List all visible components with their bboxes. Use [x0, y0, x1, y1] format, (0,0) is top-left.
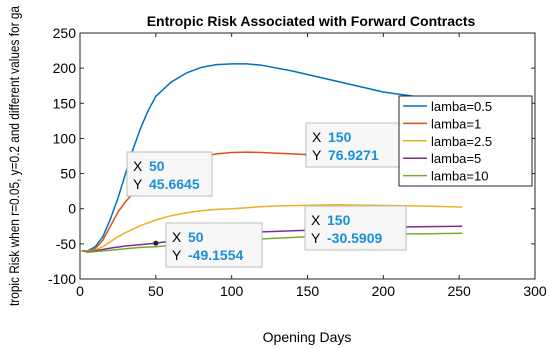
y-axis-label: tropic Risk when r=0.05, y=0.2 and diffe…	[6, 6, 22, 306]
x-tick-label: 100	[220, 283, 244, 299]
data-tip-x-value: 50	[188, 229, 204, 245]
data-tip-y-label: Y	[172, 247, 182, 263]
data-tip-y-value: -30.5909	[327, 230, 382, 246]
legend-entry: lamba=2.5	[431, 134, 492, 149]
data-tip-x-label: X	[312, 129, 322, 145]
legend-entry: lamba=10	[431, 169, 488, 184]
data-tip-x-value: 50	[149, 158, 165, 174]
y-tick-label: 100	[53, 130, 77, 146]
y-tick-label: 50	[60, 166, 76, 182]
data-tip[interactable]: X 50 Y -49.1554	[165, 222, 263, 268]
y-tick-label: -100	[48, 271, 76, 287]
data-tip-marker	[153, 240, 159, 246]
data-tip-box	[126, 151, 213, 197]
series-line-lamba-0-5	[81, 63, 426, 252]
y-tick-label: 0	[68, 201, 76, 217]
data-tip[interactable]: X 150 Y 76.9271	[305, 122, 401, 168]
y-tick-label: 150	[53, 95, 77, 111]
data-tip-y-label: Y	[311, 230, 321, 246]
data-tip-x-value: 150	[327, 212, 351, 228]
data-tip-box	[304, 205, 407, 251]
series-line-lamba-2-5	[81, 204, 463, 252]
y-tick-label: 250	[53, 25, 77, 41]
data-tip-y-label: Y	[312, 147, 322, 163]
data-tips: X 50 Y 45.6645 X 150 Y 76.9271 X 50 Y -49.1554 X 150 Y…	[126, 122, 407, 268]
data-tip-x-label: X	[133, 158, 143, 174]
y-axis-tick-labels: -100 -50 0 50 100 150 200 250	[48, 25, 76, 287]
data-tip-x-label: X	[311, 212, 321, 228]
data-tip[interactable]: X 150 Y -30.5909	[304, 205, 407, 251]
data-tip-x-label: X	[172, 229, 182, 245]
x-tick-label: 150	[296, 283, 320, 299]
y-tick-label: -50	[56, 236, 76, 252]
data-tip-box	[305, 122, 401, 168]
plot-frame	[79, 32, 536, 280]
legend-entry: lamba=1	[431, 116, 481, 131]
data-tip-x-value: 150	[328, 129, 352, 145]
data-tip[interactable]: X 50 Y 45.6645	[126, 151, 213, 197]
x-tick-label: 200	[372, 283, 396, 299]
x-axis-label: Opening Days	[263, 329, 352, 345]
legend-entry: lamba=5	[431, 151, 481, 166]
data-tip-y-value: 76.9271	[328, 147, 379, 163]
x-axis-tick-labels: 0 50 100 150 200 250 300	[76, 283, 547, 299]
chart-title: Entropic Risk Associated with Forward Co…	[147, 13, 476, 29]
x-tick-label: 0	[76, 283, 84, 299]
x-tick-label: 50	[148, 283, 164, 299]
legend-entry: lamba=0.5	[431, 99, 492, 114]
y-tick-label: 200	[53, 60, 77, 76]
x-tick-label: 300	[523, 283, 547, 299]
x-tick-label: 250	[447, 283, 471, 299]
data-tip-box	[165, 222, 263, 268]
data-tip-y-value: 45.6645	[149, 176, 200, 192]
data-tip-y-value: -49.1554	[188, 247, 243, 263]
legend: lamba=0.5 lamba=1 lamba=2.5 lamba=5 lamba=10	[398, 95, 533, 187]
data-tip-y-label: Y	[133, 176, 143, 192]
